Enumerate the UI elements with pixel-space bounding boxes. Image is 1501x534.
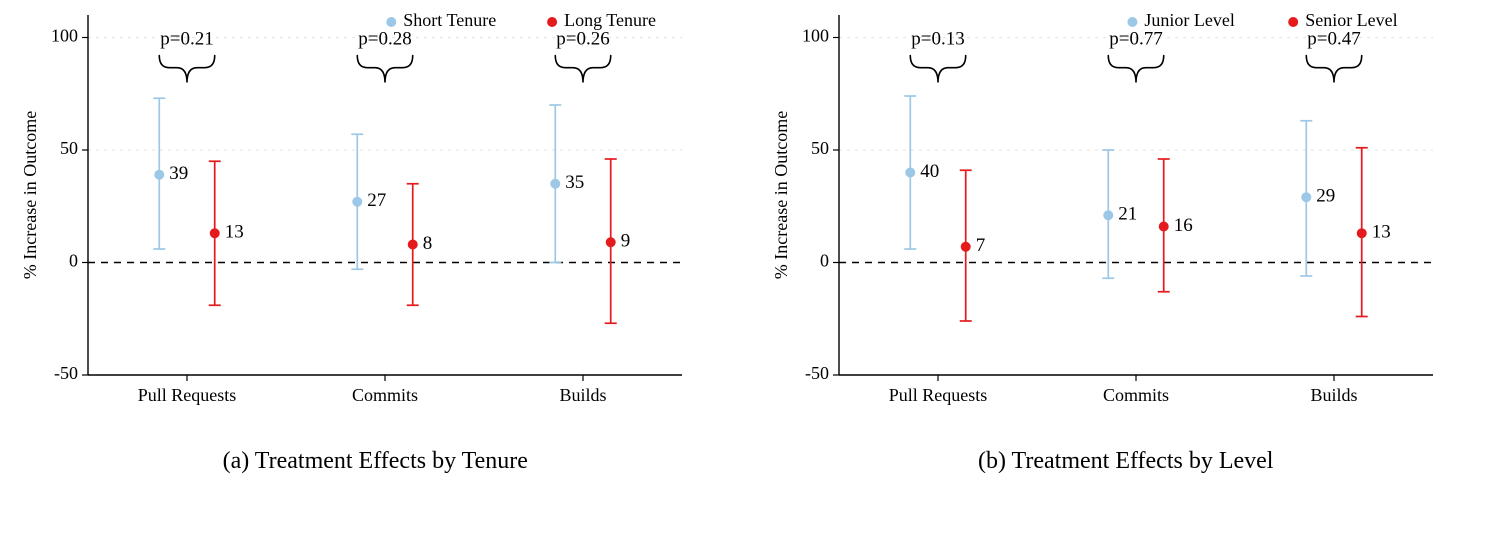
svg-text:16: 16	[1173, 215, 1192, 236]
svg-text:p=0.47: p=0.47	[1307, 28, 1360, 49]
svg-text:100: 100	[51, 26, 78, 46]
svg-text:21: 21	[1118, 204, 1137, 225]
svg-text:13: 13	[225, 222, 244, 243]
svg-text:p=0.28: p=0.28	[358, 28, 411, 49]
svg-text:29: 29	[1316, 186, 1335, 207]
svg-text:Builds: Builds	[1310, 385, 1357, 405]
svg-text:p=0.21: p=0.21	[160, 28, 213, 49]
svg-text:9: 9	[621, 231, 631, 252]
svg-text:Builds: Builds	[559, 385, 606, 405]
svg-text:Senior Level: Senior Level	[1305, 10, 1397, 30]
panel-a: -50 0 50 100 % Increase in Outcome Pull Reque…	[0, 0, 751, 534]
svg-text:39: 39	[169, 163, 188, 184]
svg-text:0: 0	[820, 251, 829, 271]
svg-text:-50: -50	[805, 363, 829, 383]
svg-text:p=0.26: p=0.26	[556, 28, 609, 49]
errorbar-plot-b: -50 0 50 100 % Increase in Outcome Pull Reque…	[761, 0, 1451, 430]
svg-text:p=0.77: p=0.77	[1109, 28, 1162, 49]
svg-text:35: 35	[565, 172, 584, 193]
svg-text:Long Tenure: Long Tenure	[564, 10, 656, 30]
svg-text:100: 100	[802, 26, 829, 46]
svg-text:13: 13	[1371, 222, 1390, 243]
svg-text:Commits: Commits	[1102, 385, 1168, 405]
svg-text:Pull Requests: Pull Requests	[138, 385, 237, 405]
svg-text:40: 40	[920, 161, 939, 182]
svg-text:Commits: Commits	[352, 385, 418, 405]
svg-text:% Increase in Outcome: % Increase in Outcome	[771, 111, 791, 279]
svg-text:7: 7	[975, 235, 985, 256]
svg-text:Junior Level: Junior Level	[1144, 10, 1234, 30]
plot-a-wrap: -50 0 50 100 % Increase in Outcome Pull Reque…	[10, 0, 741, 430]
caption-a: (a) Treatment Effects by Tenure	[223, 448, 528, 475]
svg-text:-50: -50	[54, 363, 78, 383]
svg-text:8: 8	[423, 233, 433, 254]
figure-container: -50 0 50 100 % Increase in Outcome Pull Reque…	[0, 0, 1501, 534]
svg-text:p=0.13: p=0.13	[911, 28, 964, 49]
caption-b: (b) Treatment Effects by Level	[978, 448, 1273, 475]
panel-b: -50 0 50 100 % Increase in Outcome Pull Reque…	[751, 0, 1501, 534]
svg-text:27: 27	[367, 190, 386, 211]
svg-text:0: 0	[69, 251, 78, 271]
svg-text:50: 50	[811, 138, 829, 158]
svg-text:50: 50	[60, 138, 78, 158]
plot-b-wrap: -50 0 50 100 % Increase in Outcome Pull Reque…	[761, 0, 1492, 430]
errorbar-plot-a: -50 0 50 100 % Increase in Outcome Pull Reque…	[10, 0, 700, 430]
svg-text:Short Tenure: Short Tenure	[403, 10, 496, 30]
svg-text:% Increase in Outcome: % Increase in Outcome	[20, 111, 40, 279]
svg-text:Pull Requests: Pull Requests	[888, 385, 987, 405]
